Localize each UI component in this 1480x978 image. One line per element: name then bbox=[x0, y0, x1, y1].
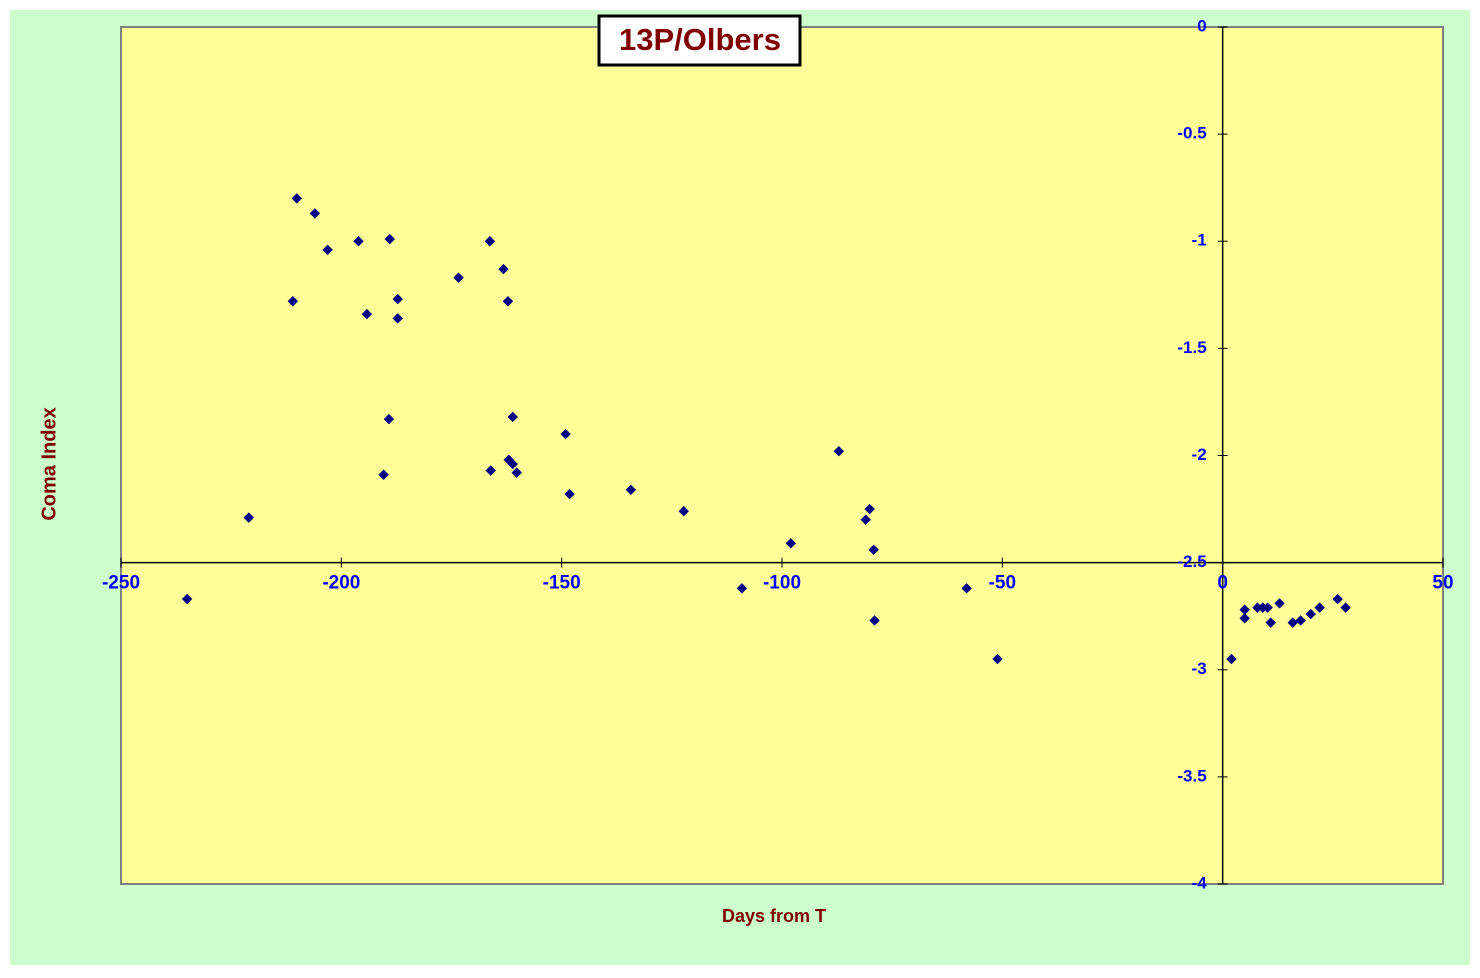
data-point bbox=[736, 583, 748, 594]
x-tick-label: -200 bbox=[322, 573, 360, 594]
y-tick-label: -2.5 bbox=[1177, 552, 1206, 571]
y-tick-label: -0.5 bbox=[1177, 124, 1206, 143]
data-point bbox=[502, 296, 514, 307]
data-point bbox=[291, 193, 303, 204]
data-point bbox=[392, 313, 403, 324]
chart-title: 13P/Olbers bbox=[619, 22, 781, 57]
y-tick-label: 0 bbox=[1197, 16, 1206, 35]
data-point bbox=[869, 615, 880, 626]
data-point bbox=[453, 272, 464, 283]
data-point bbox=[507, 458, 518, 470]
data-point bbox=[1287, 617, 1298, 628]
data-point bbox=[353, 236, 364, 247]
data-point bbox=[484, 236, 496, 247]
data-point bbox=[511, 467, 522, 478]
data-point bbox=[243, 512, 255, 523]
data-point bbox=[507, 411, 518, 423]
y-tick-label: -4 bbox=[1192, 873, 1208, 892]
data-point bbox=[1314, 602, 1325, 613]
data-point bbox=[392, 293, 403, 305]
y-tick-label: -2 bbox=[1192, 445, 1207, 464]
data-point bbox=[1305, 608, 1317, 620]
y-tick-label: -3.5 bbox=[1177, 766, 1206, 785]
x-tick-label: -250 bbox=[102, 573, 140, 594]
y-tick-label: -3 bbox=[1192, 659, 1207, 678]
data-point bbox=[961, 583, 972, 594]
data-point bbox=[498, 263, 509, 275]
data-point bbox=[1239, 613, 1250, 624]
data-point bbox=[785, 538, 797, 549]
data-point bbox=[1226, 653, 1237, 665]
data-point bbox=[1262, 602, 1273, 613]
x-tick-label: 50 bbox=[1432, 573, 1453, 594]
data-point bbox=[378, 469, 389, 480]
data-point bbox=[868, 544, 879, 555]
x-tick-label: -150 bbox=[543, 573, 581, 594]
data-point bbox=[678, 505, 689, 517]
data-point bbox=[625, 484, 637, 495]
plot-area bbox=[120, 26, 1444, 885]
y-tick-label: -1.5 bbox=[1177, 338, 1206, 357]
data-point bbox=[181, 593, 193, 605]
data-point bbox=[560, 428, 571, 440]
data-point bbox=[1340, 602, 1351, 613]
data-point bbox=[1332, 593, 1343, 605]
data-point bbox=[287, 296, 299, 307]
data-point bbox=[1295, 615, 1306, 626]
data-point bbox=[383, 413, 395, 425]
data-point bbox=[485, 465, 496, 476]
data-point bbox=[309, 208, 321, 219]
data-point bbox=[992, 653, 1003, 665]
x-tick-label: 0 bbox=[1217, 573, 1228, 594]
title-box bbox=[597, 14, 802, 67]
data-point bbox=[361, 308, 373, 320]
data-point bbox=[322, 244, 333, 256]
y-tick-label: -1 bbox=[1192, 231, 1207, 250]
data-point bbox=[384, 233, 396, 245]
data-point bbox=[864, 503, 875, 515]
x-axis-label: Days from T bbox=[722, 906, 826, 926]
x-tick-label: -100 bbox=[763, 573, 801, 594]
data-point bbox=[1274, 598, 1285, 609]
x-tick-label: -50 bbox=[989, 573, 1016, 594]
y-axis-label: Coma Index bbox=[38, 407, 60, 520]
data-point bbox=[564, 488, 575, 500]
data-point bbox=[860, 514, 871, 525]
data-point bbox=[833, 446, 845, 457]
data-point bbox=[1265, 617, 1276, 628]
